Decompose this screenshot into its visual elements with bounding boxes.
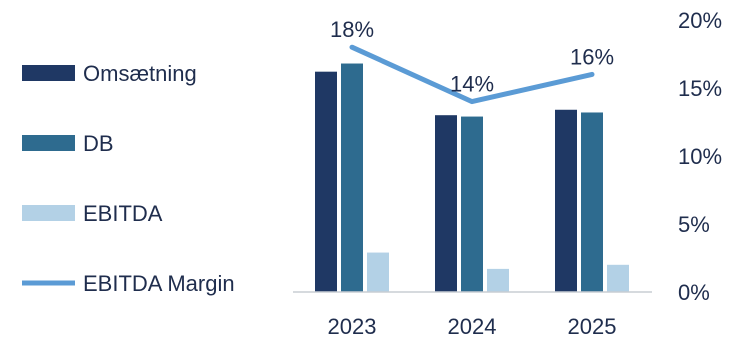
bar-db-2025 [581,112,603,292]
legend-label: EBITDA Margin [83,271,235,296]
x-tick-label: 2023 [328,314,377,339]
legend-swatch-db [22,135,75,151]
bar-omsætning-2023 [315,71,337,293]
margin-line-group: 18% 14% 16% [330,17,614,105]
x-axis-ticks: 2023 2024 2025 [328,314,617,339]
y-right-tick-label: 5% [678,212,710,237]
legend-label: DB [83,131,114,156]
bars [315,63,629,293]
bar-db-2024 [461,116,483,292]
data-label-margin: 16% [570,44,614,69]
bar-omsætning-2025 [555,109,577,292]
y-right-tick-label: 20% [678,8,722,33]
y-axis-right-ticks: 0% 5% 10% 15% 20% [678,8,722,305]
bar-ebitda-2024 [487,268,509,292]
bar-db-2023 [341,63,363,292]
series-line-ebitda-margin [349,44,595,105]
bar-ebitda-2025 [607,264,629,292]
y-right-tick-label: 10% [678,144,722,169]
legend-swatch-ebitda [22,205,75,221]
data-label-margin: 14% [450,72,494,97]
legend-swatch-omsætning [22,65,75,81]
y-right-tick-label: 15% [678,76,722,101]
legend-label: Omsætning [83,61,197,86]
bar-omsætning-2024 [435,115,457,292]
y-right-tick-label: 0% [678,280,710,305]
x-tick-label: 2025 [568,314,617,339]
data-label-margin: 18% [330,17,374,42]
bar-ebitda-2023 [367,252,389,292]
legend: Omsætning DB EBITDA EBITDA Margin [22,61,235,296]
legend-label: EBITDA [83,201,163,226]
x-tick-label: 2024 [448,314,497,339]
